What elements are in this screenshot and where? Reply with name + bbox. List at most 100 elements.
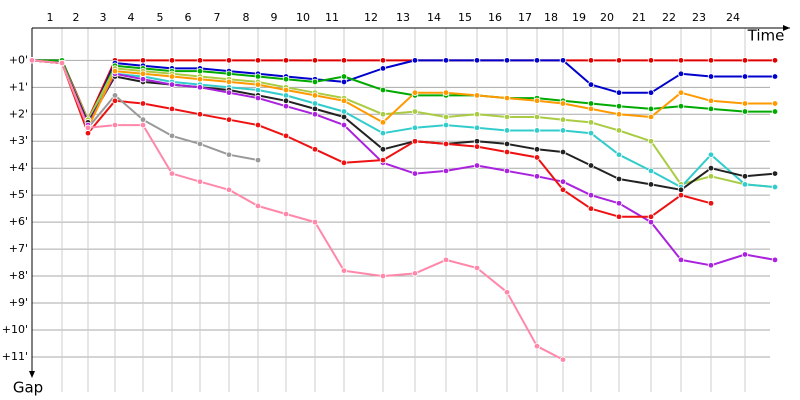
point: [707, 262, 715, 269]
point: [615, 151, 623, 158]
point: [587, 57, 595, 64]
point: [442, 121, 450, 129]
point: [282, 102, 290, 110]
point: [771, 57, 779, 64]
point: [707, 57, 715, 64]
point: [282, 76, 290, 83]
x-tick-label: 6: [185, 11, 192, 24]
x-tick-label: 10: [296, 11, 310, 24]
point: [139, 116, 147, 123]
y-tick-label: +5': [9, 188, 28, 201]
point: [559, 178, 567, 185]
point: [282, 86, 290, 94]
point: [615, 175, 623, 183]
point: [58, 59, 66, 67]
point: [411, 124, 419, 131]
point: [771, 108, 779, 115]
point: [225, 89, 233, 96]
point: [225, 57, 233, 64]
point: [559, 116, 567, 123]
point: [473, 143, 481, 150]
x-tick-label: 15: [458, 11, 472, 24]
point: [196, 111, 204, 118]
point: [282, 57, 290, 64]
point: [442, 113, 450, 121]
y-tick-label: +8': [9, 269, 28, 282]
point: [225, 186, 233, 193]
point: [677, 186, 685, 193]
x-tick-label: 24: [726, 11, 740, 24]
point: [442, 256, 450, 264]
point: [282, 210, 290, 218]
point: [615, 102, 623, 110]
y-tick-label: +1': [9, 80, 28, 93]
point: [168, 73, 176, 80]
point: [139, 100, 147, 107]
series-line: [32, 59, 775, 121]
point: [168, 81, 176, 88]
x-tick-label: 11: [325, 11, 339, 24]
y-tick-label: +0': [9, 53, 28, 66]
point: [559, 148, 567, 156]
point: [196, 140, 204, 148]
point: [282, 132, 290, 140]
point: [707, 173, 715, 180]
point: [503, 140, 511, 148]
point: [196, 57, 204, 64]
point: [707, 97, 715, 104]
x-tick-label: 5: [157, 11, 164, 24]
point: [741, 73, 749, 80]
point: [587, 162, 595, 169]
point: [587, 81, 595, 88]
point: [340, 267, 348, 274]
point: [615, 111, 623, 118]
point: [340, 108, 348, 115]
point: [533, 146, 541, 153]
point: [311, 105, 319, 113]
y-tick-label: +4': [9, 161, 28, 174]
point: [411, 108, 419, 115]
point: [311, 92, 319, 99]
point: [533, 342, 541, 350]
point: [340, 121, 348, 129]
point: [311, 146, 319, 153]
point: [254, 86, 262, 94]
point: [559, 186, 567, 193]
point: [771, 183, 779, 191]
x-tick-label: 14: [427, 11, 441, 24]
y-tick-label: +9': [9, 296, 28, 309]
x-tick-label: 8: [243, 11, 250, 24]
point: [168, 57, 176, 64]
point: [473, 57, 481, 64]
point: [311, 57, 319, 64]
point: [196, 178, 204, 185]
point: [442, 57, 450, 64]
point: [647, 57, 655, 64]
series-line: [31, 59, 776, 191]
point: [707, 105, 715, 113]
point: [677, 256, 685, 264]
point: [411, 270, 419, 277]
point: [473, 264, 481, 272]
point: [473, 92, 481, 99]
point: [225, 116, 233, 123]
x-tick-label: 23: [692, 11, 706, 24]
point: [311, 100, 319, 107]
point: [225, 151, 233, 158]
point: [340, 78, 348, 86]
point: [254, 94, 262, 102]
point: [340, 57, 348, 64]
point: [587, 119, 595, 126]
x-tick-label: 3: [100, 11, 107, 24]
point: [111, 121, 119, 129]
point: [503, 148, 511, 156]
point: [647, 218, 655, 226]
point: [503, 57, 511, 64]
x-tick-label: 17: [518, 11, 532, 24]
y-tick-label: +11': [2, 350, 28, 363]
point: [559, 127, 567, 134]
point: [741, 100, 749, 107]
point: [741, 57, 749, 64]
point: [615, 200, 623, 207]
point: [533, 57, 541, 64]
